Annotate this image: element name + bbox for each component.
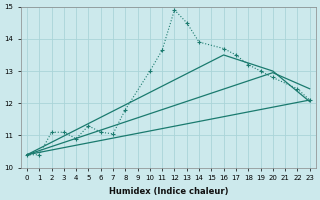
X-axis label: Humidex (Indice chaleur): Humidex (Indice chaleur) (108, 187, 228, 196)
